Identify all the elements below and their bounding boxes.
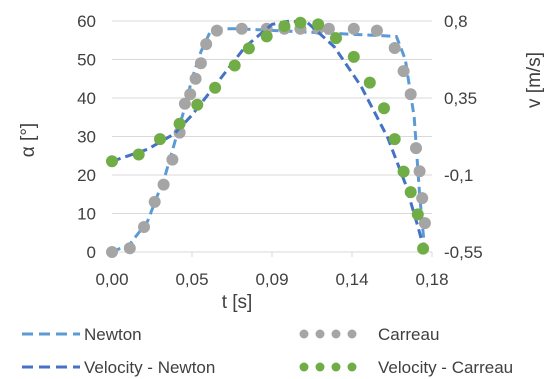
data-point-velocity-carreau — [404, 186, 417, 199]
data-point-carreau — [413, 165, 426, 178]
data-point-velocity-carreau — [191, 98, 204, 111]
data-point-velocity-carreau — [417, 242, 430, 255]
data-point-velocity-carreau — [388, 133, 401, 146]
data-point-velocity-carreau — [312, 18, 325, 31]
data-point-carreau — [397, 65, 410, 78]
data-point-velocity-carreau — [242, 42, 255, 55]
y-left-tick-label: 40 — [77, 89, 96, 108]
data-point-velocity-carreau — [363, 76, 376, 89]
data-point-carreau — [235, 22, 248, 35]
legend-label-velocity-carreau: Velocity - Carreau — [378, 358, 513, 377]
data-point-carreau — [370, 24, 383, 37]
data-point-velocity-carreau — [378, 102, 390, 115]
data-point-carreau — [189, 72, 202, 85]
data-point-velocity-carreau — [397, 165, 410, 178]
data-point-velocity-carreau — [278, 20, 291, 33]
x-axis-title: t [s] — [222, 292, 253, 313]
data-point-carreau — [157, 178, 170, 191]
data-point-carreau — [388, 42, 401, 54]
y-left-tick-label: 60 — [77, 12, 96, 31]
y-left-tick-label: 0 — [87, 243, 96, 262]
y-left-tick-label: 30 — [77, 128, 96, 147]
data-point-carreau — [123, 242, 136, 255]
data-point-velocity-carreau — [260, 30, 273, 43]
legend-label-velocity-newton: Velocity - Newton — [84, 358, 215, 377]
legend-marker-velocity-carreau — [331, 362, 341, 372]
data-point-carreau — [106, 246, 118, 258]
legend-marker-carreau — [299, 329, 309, 339]
y-right-tick-label: -0,55 — [444, 243, 483, 262]
data-point-velocity-carreau — [132, 148, 145, 161]
data-point-carreau — [184, 88, 197, 101]
legend: Newton Velocity - Newton Carreau Velocity -… — [22, 325, 513, 377]
y-left-tick-label: 50 — [77, 51, 96, 70]
data-point-carreau — [404, 88, 417, 101]
y-right-tick-label: 0,35 — [444, 89, 477, 108]
y-axis-left-title: α [°] — [18, 123, 39, 157]
legend-label-newton: Newton — [84, 325, 142, 344]
data-point-velocity-carreau — [347, 50, 360, 63]
data-point-velocity-carreau — [330, 32, 342, 45]
data-point-carreau — [416, 192, 429, 205]
y-axis-right-title: v [m/s] — [524, 52, 545, 108]
legend-marker-carreau — [331, 329, 341, 339]
data-point-carreau — [418, 217, 431, 230]
legend-label-carreau: Carreau — [378, 325, 439, 344]
data-point-carreau — [347, 22, 360, 35]
data-point-velocity-carreau — [154, 133, 166, 146]
data-point-carreau — [166, 153, 179, 166]
data-point-carreau — [410, 142, 422, 155]
legend-marker-velocity-carreau — [315, 362, 325, 372]
data-point-carreau — [138, 221, 150, 233]
data-point-carreau — [210, 24, 223, 37]
x-tick-label: 0,18 — [415, 270, 448, 289]
data-point-carreau — [322, 22, 335, 35]
data-point-carreau — [200, 38, 213, 51]
plot-area — [106, 16, 431, 258]
x-tick-label: 0,00 — [95, 270, 128, 289]
tick-labels: 0 10 20 30 40 50 60 -0,55 -0,1 0,35 0,8 0,00 0,05 0,0… — [77, 12, 483, 289]
legend-marker-carreau — [347, 329, 357, 339]
data-point-velocity-carreau — [106, 155, 118, 168]
x-tick-label: 0,05 — [175, 270, 208, 289]
y-right-tick-label: 0,8 — [444, 12, 468, 31]
y-right-tick-label: -0,1 — [444, 166, 473, 185]
legend-marker-velocity-carreau — [299, 362, 309, 372]
data-point-carreau — [194, 57, 207, 70]
data-point-velocity-carreau — [294, 16, 307, 29]
legend-marker-carreau — [315, 329, 325, 339]
x-tick-label: 0,09 — [255, 270, 288, 289]
data-point-carreau — [178, 97, 191, 110]
y-left-tick-label: 10 — [77, 205, 96, 224]
data-point-velocity-carreau — [228, 59, 241, 72]
data-point-carreau — [148, 195, 161, 208]
data-point-velocity-carreau — [411, 208, 424, 221]
y-left-tick-label: 20 — [77, 166, 96, 185]
x-tick-label: 0,14 — [335, 270, 368, 289]
data-point-velocity-carreau — [173, 117, 186, 130]
data-point-velocity-carreau — [209, 81, 222, 94]
legend-marker-velocity-carreau — [347, 362, 357, 372]
